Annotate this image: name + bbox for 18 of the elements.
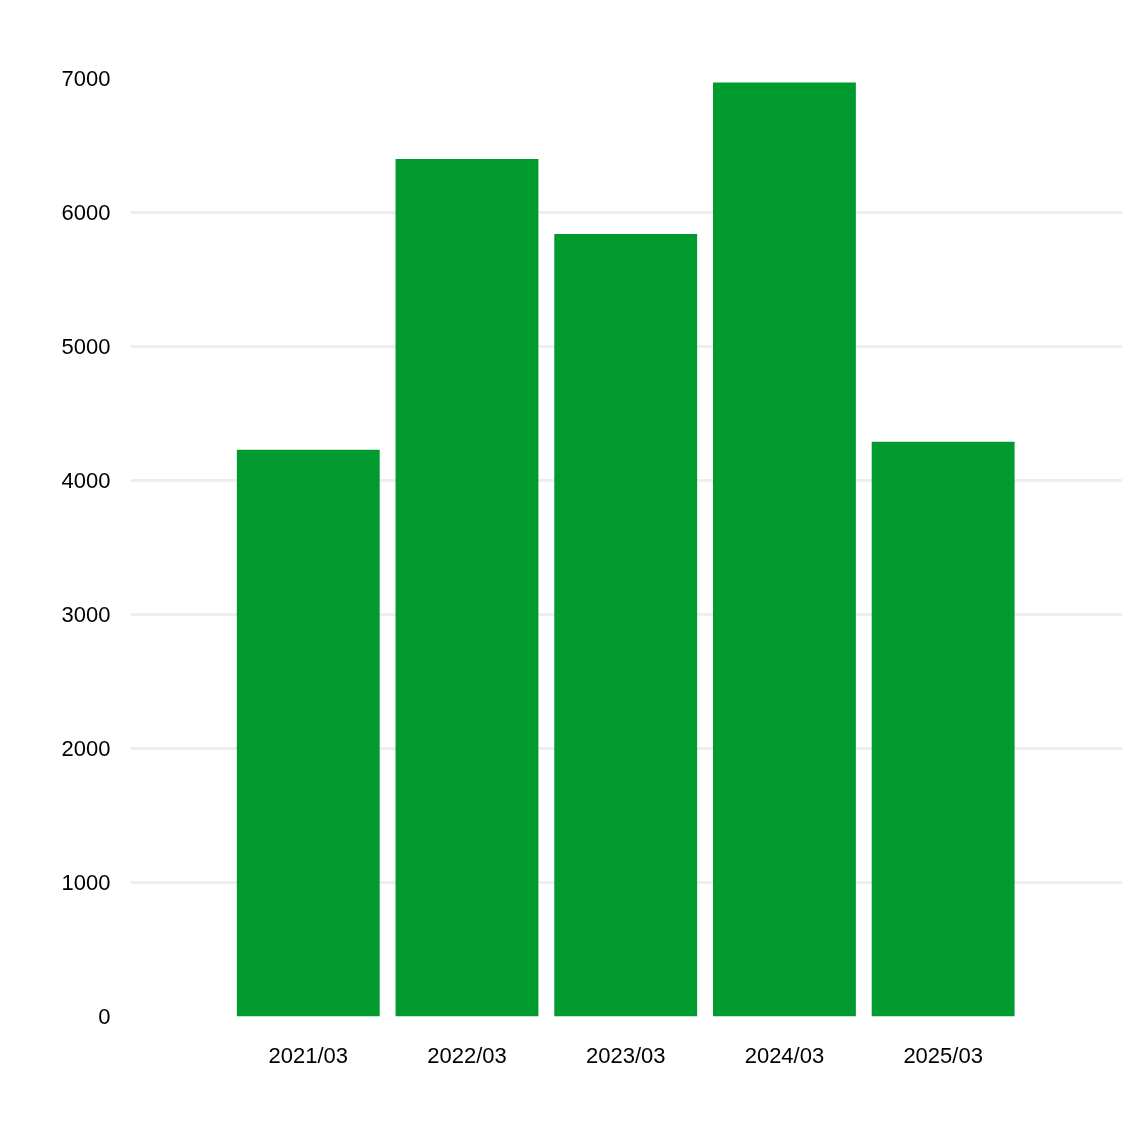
y-tick-label: 2000 xyxy=(61,736,111,761)
y-tick-label: 6000 xyxy=(61,200,111,225)
y-tick-label: 4000 xyxy=(61,468,111,493)
x-tick-label: 2025/03 xyxy=(903,1042,983,1068)
x-tick-label: 2021/03 xyxy=(268,1042,349,1068)
y-tick-label: 1000 xyxy=(61,870,111,895)
y-tick-label: 3000 xyxy=(61,602,111,627)
y-tick-label: 0 xyxy=(98,1004,111,1029)
x-tick-label: 2023/03 xyxy=(585,1042,666,1068)
y-tick-label: 7000 xyxy=(61,66,111,91)
x-tick-label: 2022/03 xyxy=(427,1042,507,1068)
bar xyxy=(871,441,1015,1017)
bar xyxy=(713,82,856,1017)
y-tick-label: 5000 xyxy=(61,334,111,359)
bar xyxy=(554,233,698,1017)
x-tick-label: 2024/03 xyxy=(744,1042,825,1068)
bar xyxy=(236,449,380,1017)
bar xyxy=(395,158,539,1017)
